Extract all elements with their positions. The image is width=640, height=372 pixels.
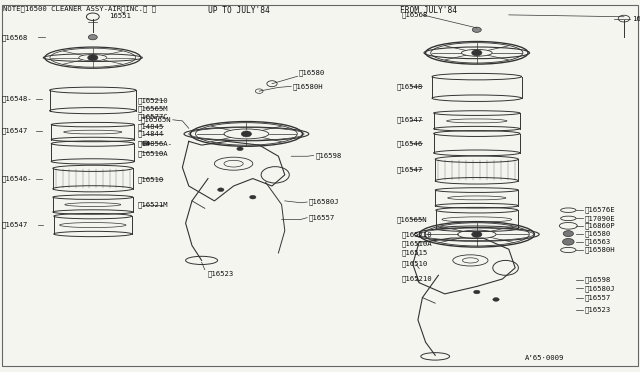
Circle shape: [472, 27, 481, 32]
Text: ※16860P: ※16860P: [584, 222, 615, 229]
Text: NOTEㅥ16500 CLEANER ASSY-AIR（INC.※ ）: NOTEㅥ16500 CLEANER ASSY-AIR（INC.※ ）: [3, 6, 156, 12]
Text: ※16510A: ※16510A: [138, 150, 168, 157]
Text: ※16565N: ※16565N: [140, 116, 171, 123]
Text: ※16568: ※16568: [1, 34, 28, 41]
Circle shape: [563, 231, 573, 237]
Text: FROM JULY'84: FROM JULY'84: [400, 6, 457, 15]
Text: ※16598: ※16598: [584, 276, 611, 283]
Text: ※16547: ※16547: [1, 128, 28, 134]
Circle shape: [241, 131, 252, 137]
Text: ※16580: ※16580: [584, 230, 611, 237]
Text: UP TO JULY'84: UP TO JULY'84: [208, 6, 269, 15]
Circle shape: [474, 290, 480, 294]
Text: ※16598: ※16598: [316, 152, 342, 159]
Text: ※16577C: ※16577C: [138, 113, 168, 120]
Text: ※16547: ※16547: [397, 166, 423, 173]
Text: ※17090E: ※17090E: [584, 215, 615, 222]
Text: 16551: 16551: [632, 16, 640, 22]
Text: ※16580H: ※16580H: [584, 247, 615, 253]
Circle shape: [250, 195, 256, 199]
Text: ※16580H: ※16580H: [292, 83, 323, 90]
Text: ※16548: ※16548: [397, 83, 423, 90]
Text: ※14845: ※14845: [138, 123, 164, 130]
Text: ※165210: ※165210: [402, 276, 433, 282]
Circle shape: [472, 50, 482, 56]
Text: ※16547: ※16547: [397, 117, 423, 124]
Text: ※16557: ※16557: [584, 294, 611, 301]
Circle shape: [142, 141, 150, 145]
Text: ※16565M: ※16565M: [138, 105, 168, 112]
Text: ※14844: ※14844: [138, 131, 164, 137]
Text: ※16510: ※16510: [138, 176, 164, 183]
Text: ※16548-: ※16548-: [1, 95, 32, 102]
Text: ※16580: ※16580: [299, 69, 325, 76]
Circle shape: [493, 298, 499, 301]
Text: A’65·0009: A’65·0009: [525, 355, 564, 361]
Text: ※16576E: ※16576E: [584, 207, 615, 214]
Text: ※165210: ※165210: [402, 232, 433, 238]
Circle shape: [472, 231, 482, 237]
Circle shape: [237, 147, 243, 151]
Text: ※14856A-: ※14856A-: [138, 140, 173, 147]
Text: ※16565N: ※16565N: [397, 216, 428, 223]
Text: ※16568: ※16568: [402, 12, 428, 18]
Text: ※16523: ※16523: [584, 306, 611, 313]
Text: ※16547: ※16547: [1, 222, 28, 228]
Text: ※165210: ※165210: [138, 97, 168, 104]
Text: 16551: 16551: [109, 13, 131, 19]
Text: ※16580J: ※16580J: [584, 285, 615, 292]
Text: ※16515: ※16515: [402, 250, 428, 256]
Text: ※16580J: ※16580J: [309, 199, 340, 205]
Text: ※16510A: ※16510A: [402, 240, 433, 247]
Text: ※16546-: ※16546-: [1, 175, 32, 182]
Circle shape: [218, 188, 224, 192]
Text: ※16523: ※16523: [208, 270, 234, 277]
Text: ※16563: ※16563: [584, 238, 611, 245]
Text: ※16510: ※16510: [402, 261, 428, 267]
Text: ※16546: ※16546: [397, 140, 423, 147]
Text: ※16521M: ※16521M: [138, 201, 168, 208]
Circle shape: [563, 238, 574, 245]
Circle shape: [88, 35, 97, 40]
Circle shape: [88, 55, 98, 61]
Text: ※16557: ※16557: [309, 214, 335, 221]
